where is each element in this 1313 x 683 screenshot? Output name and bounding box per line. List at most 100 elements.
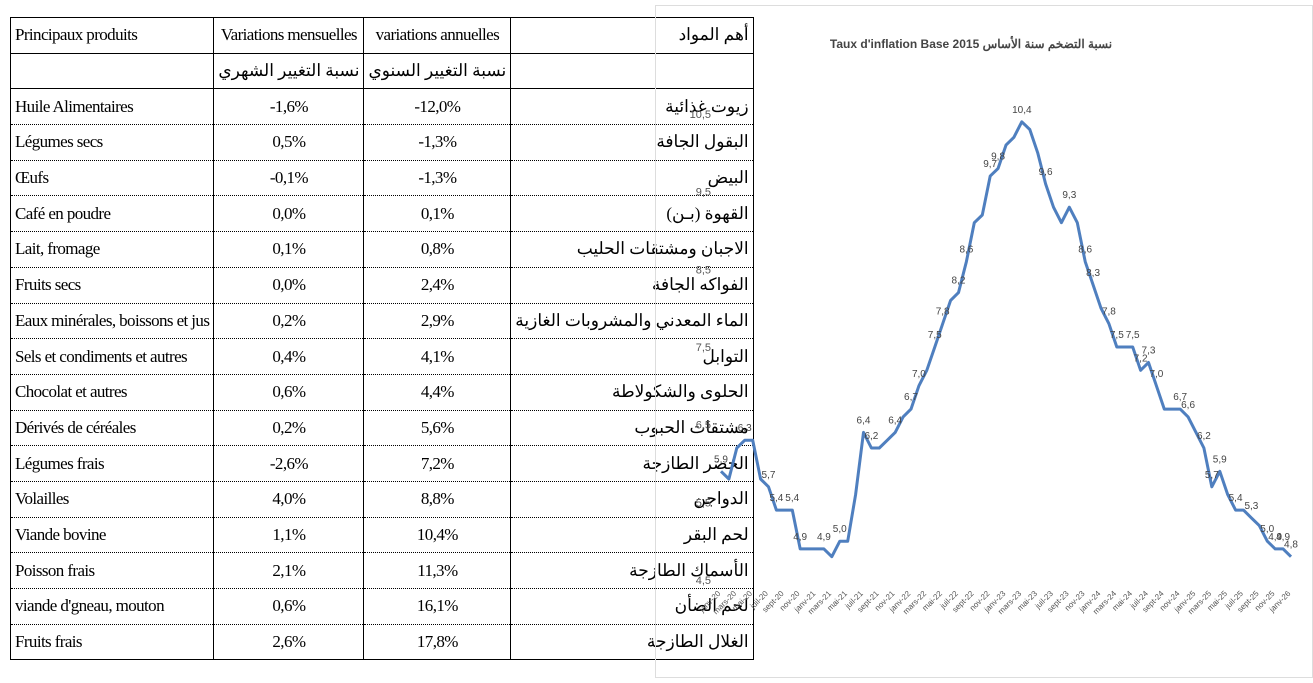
table-row: Fruits secs 0,0% 2,4% الفواكه الجافة	[9, 267, 754, 304]
data-label: 6,7	[1173, 392, 1187, 403]
table-cell: 11,3%	[363, 552, 512, 589]
table-cell: 10,4%	[363, 517, 512, 554]
table-row: Poisson frais 2,1% 11,3% الأسماك الطازجة	[9, 552, 754, 589]
subheader-cell: نسبة التغيير الشهري	[213, 53, 365, 90]
table-cell: 4,4%	[363, 374, 512, 411]
table-cell: 0,0%	[213, 195, 365, 233]
table-cell: Légumes secs	[9, 124, 215, 161]
header-cell: أهم المواد	[510, 17, 754, 54]
header-cell: Variations mensuelles	[213, 17, 365, 54]
table-cell: Chocolat et autres	[9, 374, 215, 411]
table-cell: -1,3%	[363, 160, 512, 197]
table-cell: Fruits secs	[9, 267, 215, 304]
table-row: Chocolat et autres 0,6% 4,4% الحلوى والشكول…	[9, 374, 754, 411]
table-cell: لحم الضأن	[510, 588, 754, 625]
table-cell: Huile Alimentaires	[9, 88, 215, 126]
table-cell: الاجبان ومشتقات الحليب	[510, 231, 754, 268]
header-cell: variations annuelles	[363, 17, 512, 54]
table-cell: 0,4%	[213, 338, 365, 375]
table-cell: -12,0%	[363, 88, 512, 126]
table-cell: التوابل	[510, 338, 754, 375]
table-cell: 2,9%	[363, 303, 512, 340]
table-cell: 0,5%	[213, 124, 365, 161]
subheader-row: نسبة التغيير الشهري نسبة التغيير السنوي	[9, 53, 754, 90]
data-label: 5,7	[762, 470, 776, 481]
table-row: Dérivés de céréales 0,2% 5,6% مشتقات الحبوب	[9, 410, 754, 447]
data-label: 7,5	[1110, 330, 1124, 341]
subheader-cell: نسبة التغيير السنوي	[363, 53, 512, 90]
data-label: 5,4	[769, 493, 783, 504]
data-label: 8,6	[959, 245, 973, 256]
table-cell: Œufs	[9, 160, 215, 197]
data-label: 7,5	[928, 330, 942, 341]
y-tick-label: 4,5	[696, 575, 711, 587]
data-label: 6,7	[904, 392, 918, 403]
data-label: 4,9	[1268, 532, 1282, 543]
data-label: 7,8	[936, 307, 950, 318]
data-label: 7,0	[912, 369, 926, 380]
table-cell: Volailles	[9, 481, 215, 518]
chart-title: Taux d'inflation Base 2015 نسبة التضخم س…	[830, 36, 1112, 52]
data-label: 9,7	[983, 159, 997, 170]
y-tick-label: 10,5	[690, 109, 711, 121]
data-label: 6,6	[1181, 400, 1195, 411]
header-cell: Principaux produits	[9, 17, 215, 54]
table-cell: 4,0%	[213, 481, 365, 518]
data-label: 4,9	[817, 532, 831, 543]
data-label: 9,6	[1039, 167, 1053, 178]
table-cell: 8,8%	[363, 481, 512, 518]
table-row: Viande bovine 1,1% 10,4% لحم البقر	[9, 517, 754, 554]
table-cell: 4,1%	[363, 338, 512, 375]
table-cell: Viande bovine	[9, 517, 215, 554]
table-cell: 0,0%	[213, 267, 365, 304]
table-cell: 2,1%	[213, 552, 365, 589]
table-cell: viande d'gneau, mouton	[9, 588, 215, 625]
data-label: 5,9	[714, 454, 728, 465]
y-tick-label: 8,5	[696, 264, 711, 276]
chart: Taux d'inflation Base 2015 نسبة التضخم س…	[655, 5, 1313, 678]
data-label: 5,0	[1260, 524, 1274, 535]
data-label: 6,2	[864, 431, 878, 442]
data-label: 7,8	[1102, 307, 1116, 318]
y-tick-label: 6,5	[696, 420, 711, 432]
table-cell: 16,1%	[363, 588, 512, 625]
data-label: 9,3	[1062, 190, 1076, 201]
data-label: 8,3	[1086, 268, 1100, 279]
table-cell: 17,8%	[363, 624, 512, 661]
data-label: 9,8	[991, 151, 1005, 162]
header-cell	[510, 53, 754, 90]
table-row: Légumes frais -2,6% 7,2% الخضر الطازجة	[9, 445, 754, 482]
table-cell: 2,4%	[363, 267, 512, 304]
table-row: Lait, fromage 0,1% 0,8% الاجبان ومشتقات الح…	[9, 231, 754, 268]
data-label: 6,4	[857, 415, 871, 426]
table-row: Eaux minérales, boissons et jus 0,2% 2,9% ا…	[9, 303, 754, 340]
data-label: 5,0	[833, 524, 847, 535]
table-cell: -0,1%	[213, 160, 365, 197]
y-tick-label: 9,5	[696, 187, 711, 199]
data-label: 6,4	[888, 415, 902, 426]
table-cell: البيض	[510, 160, 754, 197]
table-cell: 2,6%	[213, 624, 365, 661]
table-cell: 0,8%	[363, 231, 512, 268]
data-label: 5,4	[785, 493, 799, 504]
table-cell: Fruits frais	[9, 624, 215, 661]
data-label: 5,9	[1213, 454, 1227, 465]
products-table: Principaux produits Variations mensuelles…	[9, 17, 754, 661]
table-cell: لحم البقر	[510, 517, 754, 554]
table-cell: 5,6%	[363, 410, 512, 447]
table-cell: 0,2%	[213, 410, 365, 447]
table-cell: مشتقات الحبوب	[510, 410, 754, 447]
table-body: Principaux produits Variations mensuelles…	[9, 17, 754, 661]
data-label: 7,5	[1126, 330, 1140, 341]
table-cell: -1,6%	[213, 88, 365, 126]
table-cell: 7,2%	[363, 445, 512, 482]
table-cell: 0,6%	[213, 374, 365, 411]
data-label: 7,3	[1142, 346, 1156, 357]
table-cell: Café en poudre	[9, 195, 215, 233]
table-cell: Eaux minérales, boissons et jus	[9, 303, 215, 340]
data-label: 6,3	[738, 423, 752, 434]
data-label: 7,2	[1134, 353, 1148, 364]
table-row: Légumes secs 0,5% -1,3% البقول الجافة	[9, 124, 754, 161]
table-row: Huile Alimentaires -1,6% -12,0% زيوت غذائية	[9, 88, 754, 126]
